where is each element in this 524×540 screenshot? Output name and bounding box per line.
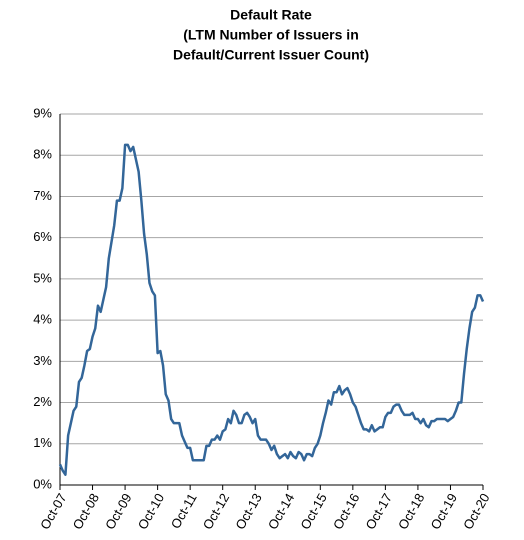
y-tick-label: 0%: [33, 476, 52, 491]
y-tick-label: 6%: [33, 229, 52, 244]
x-tick-label: Oct-12: [200, 491, 232, 532]
x-tick-label: Oct-14: [265, 491, 297, 532]
x-tick-label: Oct-17: [362, 491, 394, 532]
y-tick-label: 7%: [33, 188, 52, 203]
chart-title: Default Rate: [230, 7, 312, 23]
data-line: [58, 143, 485, 476]
x-tick-label: Oct-15: [297, 491, 329, 532]
x-tick-label: Oct-20: [460, 491, 492, 532]
y-tick-label: 4%: [33, 312, 52, 327]
x-tick-label: Oct-16: [330, 491, 362, 532]
x-tick-label: Oct-08: [70, 491, 102, 532]
y-tick-label: 8%: [33, 147, 52, 162]
y-tick-label: 9%: [33, 105, 52, 120]
y-tick-label: 2%: [33, 394, 52, 409]
y-tick-label: 3%: [33, 353, 52, 368]
chart-title: (LTM Number of Issuers in: [183, 27, 359, 43]
x-tick-label: Oct-19: [428, 491, 460, 532]
x-tick-label: Oct-10: [135, 491, 167, 532]
x-tick-label: Oct-18: [395, 491, 427, 532]
y-tick-label: 1%: [33, 435, 52, 450]
chart-title: Default/Current Issuer Count): [173, 47, 369, 63]
x-tick-label: Oct-07: [37, 491, 69, 532]
y-tick-label: 5%: [33, 270, 52, 285]
x-tick-label: Oct-13: [232, 491, 264, 532]
x-tick-label: Oct-11: [168, 491, 200, 531]
x-tick-label: Oct-09: [102, 491, 134, 532]
